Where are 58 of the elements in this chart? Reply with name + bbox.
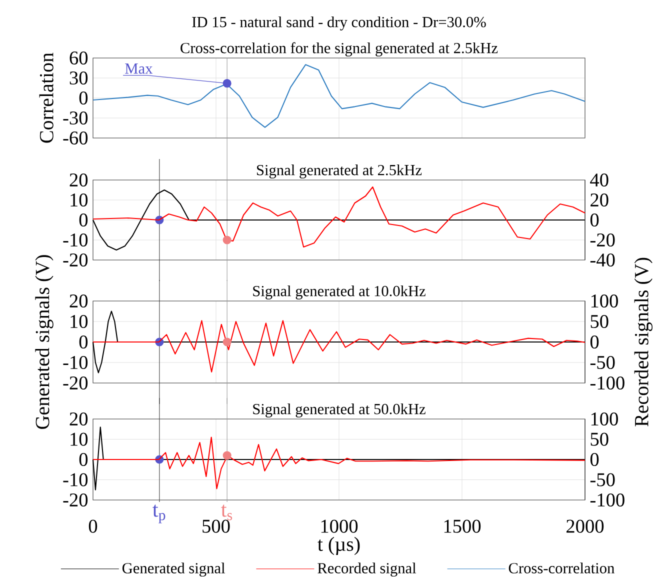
y2-tick-label: 50 [590, 314, 608, 328]
x-axis-title: t (µs) [318, 536, 360, 556]
text: Cross-correlation [508, 562, 614, 574]
ref-line-label: t$_{s}$ [221, 504, 232, 520]
x-tick-label: 0 [88, 520, 98, 533]
y2-tick-label: 100 [591, 294, 618, 308]
y-tick-label: 0 [79, 213, 88, 227]
x-tick-label: 1000 [321, 520, 358, 533]
x-tick-label: 2000 [566, 520, 604, 533]
y-tick-label: 10 [70, 432, 88, 446]
y2-tick-label: 0 [590, 335, 599, 349]
y-tick-label: 0 [79, 335, 88, 349]
y-tick-label: -20 [63, 376, 88, 390]
y-tick-label: 10 [70, 193, 88, 207]
y-tick-label: 10 [70, 314, 88, 328]
y-axis-title: Generated signals (V) [35, 255, 54, 429]
y-tick-label: 20 [70, 412, 88, 426]
x-tick-label: 1500 [444, 520, 481, 533]
x-tick-label: 500 [202, 520, 230, 533]
y-tick-label: 0 [79, 452, 88, 466]
y-tick-label: -10 [63, 356, 88, 370]
chart-title: ID 15 - natural sand - dry condition - Dr=30.0% [192, 16, 486, 30]
y2-tick-label: 40 [590, 173, 608, 187]
y2-axis-title: Recorded signals (V) [634, 258, 652, 426]
y2-tick-label: -100 [590, 376, 624, 390]
y2-tick-label: 0 [590, 213, 599, 227]
chart-title: Signal generated at 10.0kHz [253, 285, 426, 300]
y2-tick-label: 0 [590, 452, 599, 466]
y-tick-label: 20 [70, 173, 88, 187]
chart-title: Signal generated at 2.5kHz [257, 164, 422, 178]
y-tick-label: 30 [70, 71, 88, 85]
y-tick-label: -60 [63, 131, 88, 145]
legend-label: Generated signal [122, 562, 225, 577]
y-tick-label: -20 [63, 253, 88, 267]
line-series [92, 64, 586, 128]
line-series [92, 436, 586, 490]
y-tick-label: -10 [63, 233, 88, 247]
y-tick-label: -30 [63, 111, 88, 125]
y-axis-title: Correlation [39, 52, 54, 143]
y-tick-label: -10 [63, 473, 88, 486]
annotation: Max [125, 64, 153, 74]
line-series [92, 320, 586, 372]
y-tick-label: 0 [79, 91, 88, 105]
y2-tick-label: 20 [590, 193, 608, 207]
y2-tick-label: -50 [590, 473, 615, 486]
chart-subtitle: Cross-correlation for the signal generated at 2.5kHz [180, 42, 498, 56]
y2-tick-label: -50 [590, 356, 615, 370]
y-tick-label: 60 [70, 51, 88, 65]
legend-label: Recorded signal [318, 562, 416, 577]
y2-tick-label: -20 [590, 233, 615, 247]
chart-title: Signal generated at 50.0kHz [253, 403, 426, 418]
y2-tick-label: 50 [590, 432, 608, 446]
y2-tick-label: -40 [590, 253, 615, 267]
y-tick-label: 20 [70, 294, 88, 308]
ref-line-label: t$_{p}$ [152, 504, 166, 524]
y2-tick-label: 100 [591, 412, 618, 426]
y2-tick-label: -100 [590, 493, 624, 507]
y-tick-label: -20 [63, 493, 88, 507]
